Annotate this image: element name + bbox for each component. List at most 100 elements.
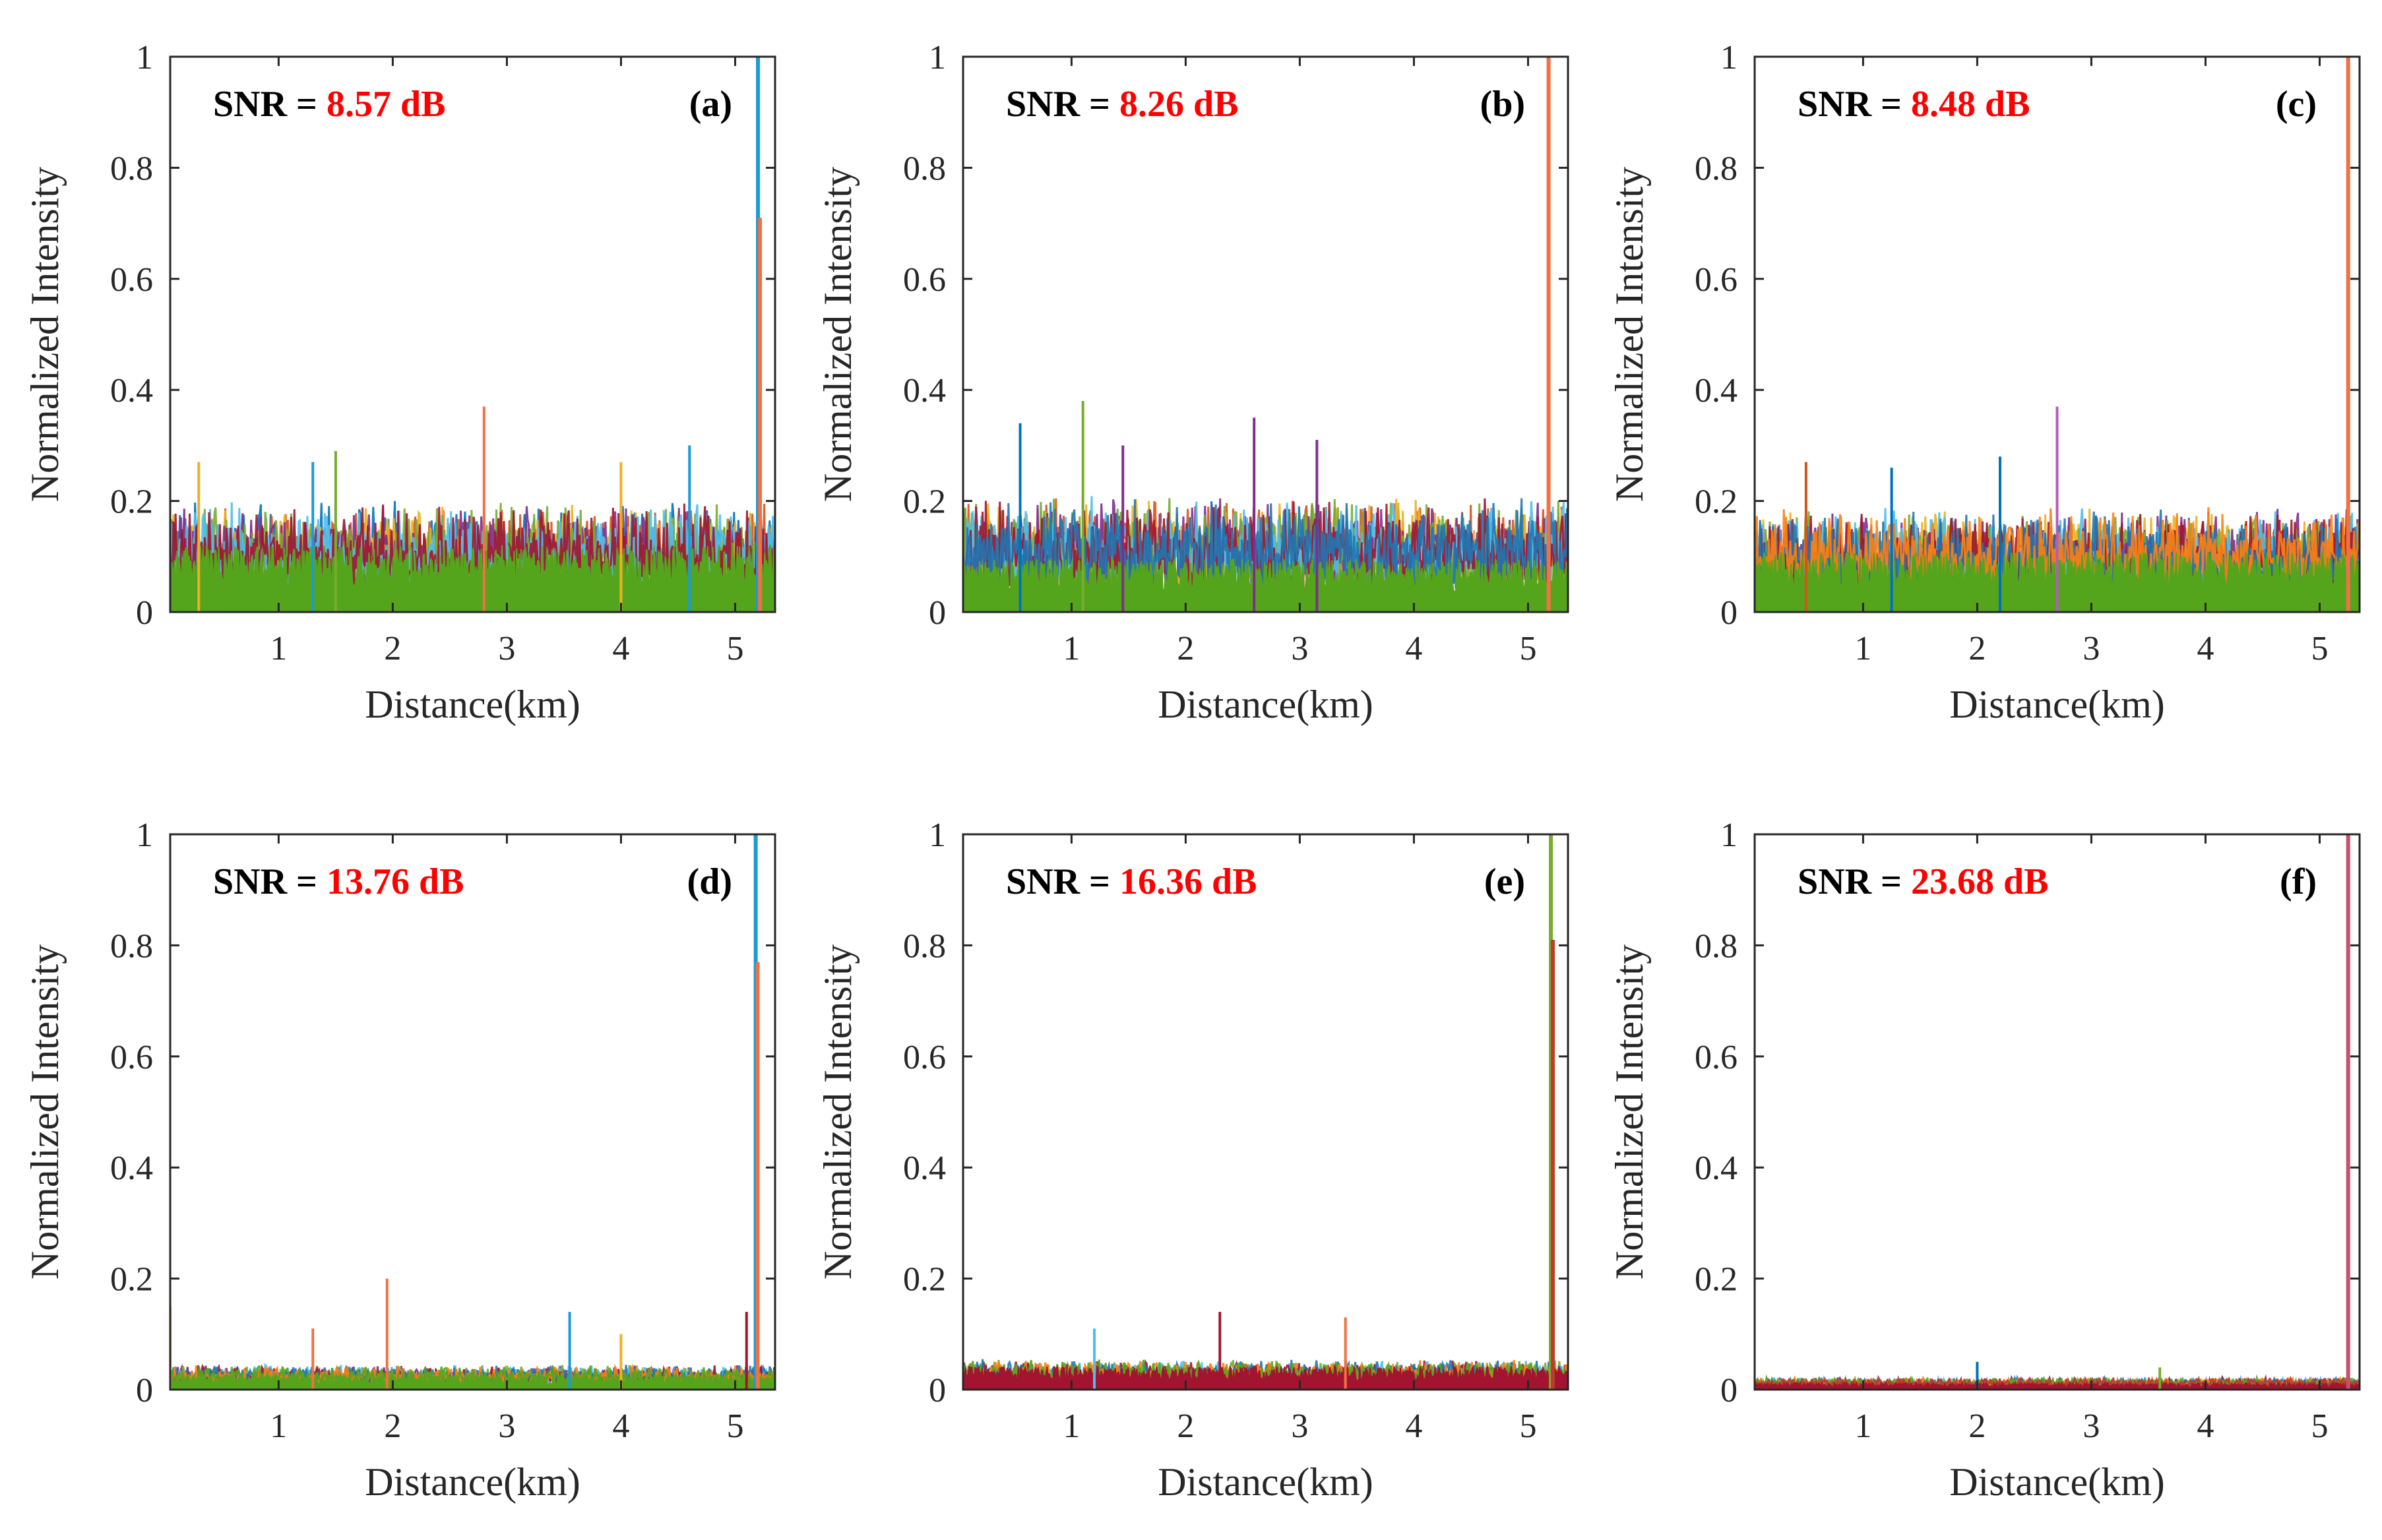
ytick-label-e-5: 1 bbox=[929, 816, 946, 854]
base-series-f bbox=[1755, 1380, 2360, 1390]
ytick-label-b-5: 1 bbox=[929, 39, 946, 77]
xtick-label-c-2: 2 bbox=[1968, 630, 1986, 667]
ytick-label-f-5: 1 bbox=[1720, 816, 1738, 854]
ytick-label-c-0: 0 bbox=[1720, 594, 1738, 632]
axes-box-c bbox=[1753, 55, 2361, 613]
xtick-label-c-4: 4 bbox=[2197, 630, 2214, 667]
snr-value-e: 16.36 dB bbox=[1119, 861, 1257, 902]
xtick-label-f-3: 3 bbox=[2083, 1407, 2100, 1445]
axes-box-e bbox=[962, 833, 1569, 1391]
panel-e: 1 2 3 4 5 0 0.2 0.4 0.6 0.8 1 Distance(km) Normalize… bbox=[816, 816, 1569, 1504]
snr-value-b: 8.26 dB bbox=[1119, 84, 1239, 125]
plot-area-b bbox=[963, 57, 1568, 612]
ytick-label-f-1: 0.2 bbox=[1695, 1261, 1738, 1299]
xtick-label-b-1: 1 bbox=[1063, 630, 1080, 667]
y-axis-title-b: Normalized Intensity bbox=[816, 167, 860, 502]
ytick-label-e-1: 0.2 bbox=[903, 1261, 946, 1299]
ytick-label-f-2: 0.4 bbox=[1695, 1150, 1738, 1187]
y-axis-title-d: Normalized Intensity bbox=[23, 944, 67, 1279]
ytick-label-b-3: 0.6 bbox=[903, 261, 946, 299]
ytick-label-b-1: 0.2 bbox=[903, 483, 946, 521]
snr-annotation-a: SNR = 8.57 dB bbox=[213, 84, 445, 125]
snr-label-a: SNR = bbox=[213, 84, 327, 125]
xtick-label-d-2: 2 bbox=[384, 1407, 401, 1445]
xtick-label-f-5: 5 bbox=[2311, 1407, 2328, 1445]
xtick-label-d-5: 5 bbox=[726, 1407, 743, 1445]
ytick-label-f-4: 0.8 bbox=[1695, 927, 1738, 965]
panel-a: 1 2 3 4 5 0 0.2 0.4 0.6 0.8 1 Distance(km) Normalize… bbox=[23, 39, 776, 726]
panel-tag-c: (c) bbox=[2276, 84, 2317, 125]
ytick-label-d-0: 0 bbox=[136, 1372, 153, 1409]
xtick-label-c-5: 5 bbox=[2311, 630, 2328, 667]
xtick-label-a-5: 5 bbox=[726, 630, 743, 667]
base-series-a bbox=[170, 543, 775, 612]
xtick-label-d-4: 4 bbox=[612, 1407, 629, 1445]
plot-area-e bbox=[963, 834, 1568, 1390]
xtick-label-e-5: 5 bbox=[1519, 1407, 1536, 1445]
snr-annotation-f: SNR = 23.68 dB bbox=[1798, 861, 2048, 902]
y-axis-title-e: Normalized Intensity bbox=[816, 944, 860, 1279]
snr-value-d: 13.76 dB bbox=[327, 861, 464, 902]
snr-label-d: SNR = bbox=[213, 861, 327, 902]
xtick-label-e-2: 2 bbox=[1177, 1407, 1194, 1445]
snr-label-c: SNR = bbox=[1798, 84, 1911, 125]
ytick-label-b-0: 0 bbox=[929, 594, 946, 632]
ytick-label-c-3: 0.6 bbox=[1695, 261, 1738, 299]
ytick-label-d-2: 0.4 bbox=[110, 1150, 153, 1187]
xtick-label-e-1: 1 bbox=[1063, 1407, 1080, 1445]
xtick-label-d-1: 1 bbox=[270, 1407, 287, 1445]
xtick-label-b-5: 5 bbox=[1519, 630, 1536, 667]
snr-label-f: SNR = bbox=[1798, 861, 1911, 902]
plot-area-a bbox=[170, 57, 775, 612]
ytick-label-e-4: 0.8 bbox=[903, 927, 946, 965]
panel-c: 1 2 3 4 5 0 0.2 0.4 0.6 0.8 1 Distance(km) Normalize… bbox=[1608, 39, 2361, 726]
ytick-label-d-4: 0.8 bbox=[110, 927, 153, 965]
plot-area-c bbox=[1755, 57, 2360, 612]
xtick-label-c-1: 1 bbox=[1854, 630, 1871, 667]
ytick-label-a-5: 1 bbox=[136, 39, 153, 77]
panel-d: 1 2 3 4 5 0 0.2 0.4 0.6 0.8 1 Distance(km) Normalize… bbox=[23, 816, 776, 1504]
ytick-label-c-4: 0.8 bbox=[1695, 150, 1738, 187]
xtick-label-a-2: 2 bbox=[384, 630, 401, 667]
ytick-label-b-2: 0.4 bbox=[903, 372, 946, 410]
panel-tag-a: (a) bbox=[689, 84, 732, 125]
ytick-label-b-4: 0.8 bbox=[903, 150, 946, 187]
axes-box-b bbox=[962, 55, 1569, 613]
x-axis-title-f: Distance(km) bbox=[1949, 1460, 2165, 1504]
x-axis-title-d: Distance(km) bbox=[365, 1460, 580, 1504]
ytick-label-d-5: 1 bbox=[136, 816, 153, 854]
x-axis-title-b: Distance(km) bbox=[1158, 683, 1373, 726]
snr-value-c: 8.48 dB bbox=[1911, 84, 2030, 125]
xtick-label-a-1: 1 bbox=[270, 630, 287, 667]
base-series-d bbox=[170, 1374, 775, 1390]
y-axis-title-a: Normalized Intensity bbox=[23, 167, 67, 502]
snr-annotation-e: SNR = 16.36 dB bbox=[1006, 861, 1257, 902]
y-axis-title-f: Normalized Intensity bbox=[1608, 944, 1651, 1279]
xtick-label-c-3: 3 bbox=[2083, 630, 2100, 667]
x-axis-title-e: Distance(km) bbox=[1158, 1460, 1373, 1504]
snr-annotation-c: SNR = 8.48 dB bbox=[1798, 84, 2030, 125]
snr-label-e: SNR = bbox=[1006, 861, 1119, 902]
axes-box-a bbox=[169, 55, 776, 613]
xtick-label-d-3: 3 bbox=[498, 1407, 515, 1445]
x-axis-title-a: Distance(km) bbox=[365, 683, 580, 726]
panel-tag-b: (b) bbox=[1480, 84, 1525, 125]
panel-f: 1 2 3 4 5 0 0.2 0.4 0.6 0.8 1 Distance(km) Normalize… bbox=[1608, 816, 2361, 1504]
panel-tag-e: (e) bbox=[1484, 861, 1525, 902]
ytick-label-e-0: 0 bbox=[929, 1372, 946, 1409]
snr-label-b: SNR = bbox=[1006, 84, 1119, 125]
ytick-label-c-5: 1 bbox=[1720, 39, 1738, 77]
plot-area-d bbox=[170, 834, 775, 1390]
axes-box-f bbox=[1753, 833, 2361, 1391]
xtick-label-a-4: 4 bbox=[612, 630, 629, 667]
ytick-label-e-2: 0.4 bbox=[903, 1150, 946, 1187]
xtick-label-b-2: 2 bbox=[1177, 630, 1194, 667]
xtick-label-b-3: 3 bbox=[1291, 630, 1308, 667]
snr-annotation-b: SNR = 8.26 dB bbox=[1006, 84, 1238, 125]
snr-value-f: 23.68 dB bbox=[1911, 861, 2049, 902]
ytick-label-f-3: 0.6 bbox=[1695, 1039, 1738, 1076]
ytick-label-c-1: 0.2 bbox=[1695, 483, 1738, 521]
panel-tag-f: (f) bbox=[2280, 861, 2317, 902]
x-axis-title-c: Distance(km) bbox=[1949, 683, 2165, 726]
